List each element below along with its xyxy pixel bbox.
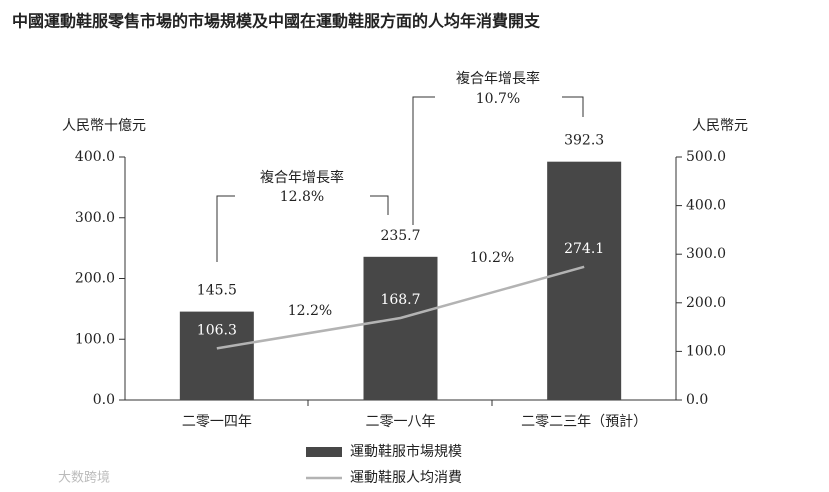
line-value-label: 106.3 bbox=[197, 322, 237, 338]
bar bbox=[179, 311, 254, 400]
y2-tick-label: 0.0 bbox=[686, 392, 708, 408]
y-tick-label: 300.0 bbox=[75, 210, 115, 226]
y-tick-label: 400.0 bbox=[75, 149, 115, 165]
growth-label: 12.2% bbox=[288, 303, 332, 319]
cagr-bracket bbox=[216, 195, 235, 262]
line-value-label: 168.7 bbox=[380, 292, 420, 308]
y-tick-label: 0.0 bbox=[93, 392, 115, 408]
legend-label: 運動鞋服市場規模 bbox=[350, 443, 462, 460]
legend-swatch bbox=[306, 447, 342, 457]
y2-axis-label: 人民幣元 bbox=[692, 118, 748, 134]
cagr-title: 複合年增長率 bbox=[260, 169, 344, 186]
cagr-title: 複合年增長率 bbox=[456, 70, 540, 87]
bar-value-label: 235.7 bbox=[380, 228, 420, 244]
growth-label: 10.2% bbox=[470, 250, 514, 266]
bar bbox=[547, 161, 622, 400]
cagr-bracket bbox=[412, 96, 435, 225]
cagr-value: 12.8% bbox=[280, 189, 324, 205]
y-tick-label: 100.0 bbox=[75, 331, 115, 347]
bar bbox=[363, 256, 438, 400]
y2-tick-label: 400.0 bbox=[686, 198, 726, 214]
bar-value-label: 145.5 bbox=[197, 283, 237, 299]
x-tick-label: 二零一八年 bbox=[366, 414, 436, 430]
bar-value-label: 392.3 bbox=[564, 133, 604, 149]
cagr-value: 10.7% bbox=[476, 91, 520, 107]
watermark: 大数跨境 bbox=[58, 471, 110, 486]
x-tick-label: 二零一四年 bbox=[182, 414, 252, 430]
y2-tick-label: 200.0 bbox=[686, 295, 726, 311]
x-tick-label: 二零二三年（預計） bbox=[521, 414, 647, 430]
y2-tick-label: 100.0 bbox=[686, 343, 726, 359]
y2-tick-label: 500.0 bbox=[686, 149, 726, 165]
legend-label: 運動鞋服人均消費 bbox=[350, 470, 462, 486]
line-value-label: 274.1 bbox=[564, 241, 604, 257]
cagr-bracket bbox=[370, 195, 389, 215]
y-tick-label: 200.0 bbox=[75, 271, 115, 287]
chart-title: 中國運動鞋服零售市場的市場規模及中國在運動鞋服方面的人均年消費開支 bbox=[12, 12, 541, 31]
y-axis-label: 人民幣十億元 bbox=[62, 118, 146, 134]
y2-tick-label: 300.0 bbox=[686, 246, 726, 262]
line bbox=[216, 265, 585, 350]
cagr-bracket bbox=[562, 96, 584, 117]
